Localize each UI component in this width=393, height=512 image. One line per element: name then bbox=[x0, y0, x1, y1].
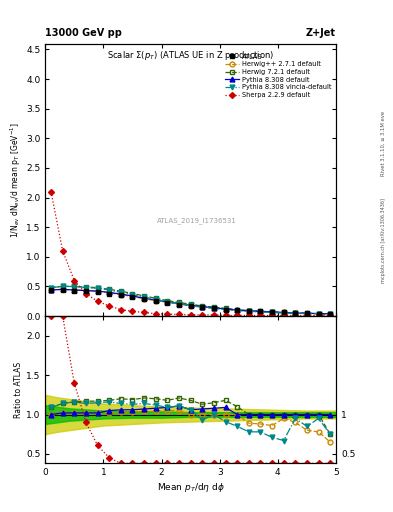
Text: Scalar $\Sigma(p_T)$ (ATLAS UE in Z production): Scalar $\Sigma(p_T)$ (ATLAS UE in Z prod… bbox=[107, 49, 274, 62]
Text: Rivet 3.1.10, ≥ 3.1M eve: Rivet 3.1.10, ≥ 3.1M eve bbox=[381, 111, 386, 176]
Text: 13000 GeV pp: 13000 GeV pp bbox=[45, 28, 122, 38]
Text: Z+Jet: Z+Jet bbox=[306, 28, 336, 38]
Legend: ATLAS, Herwig++ 2.7.1 default, Herwig 7.2.1 default, Pythia 8.308 default, Pythi: ATLAS, Herwig++ 2.7.1 default, Herwig 7.… bbox=[223, 52, 333, 99]
Text: ATLAS_2019_I1736531: ATLAS_2019_I1736531 bbox=[156, 217, 236, 224]
Y-axis label: Ratio to ATLAS: Ratio to ATLAS bbox=[14, 361, 23, 418]
Text: mcplots.cern.ch [arXiv:1306.3436]: mcplots.cern.ch [arXiv:1306.3436] bbox=[381, 198, 386, 283]
Y-axis label: 1/N$_{ev}$ dN$_{ev}$/d mean p$_T$ [GeV$^{-1}$]: 1/N$_{ev}$ dN$_{ev}$/d mean p$_T$ [GeV$^… bbox=[9, 122, 23, 238]
X-axis label: Mean $p_T$/d$\eta$ d$\phi$: Mean $p_T$/d$\eta$ d$\phi$ bbox=[157, 481, 224, 495]
